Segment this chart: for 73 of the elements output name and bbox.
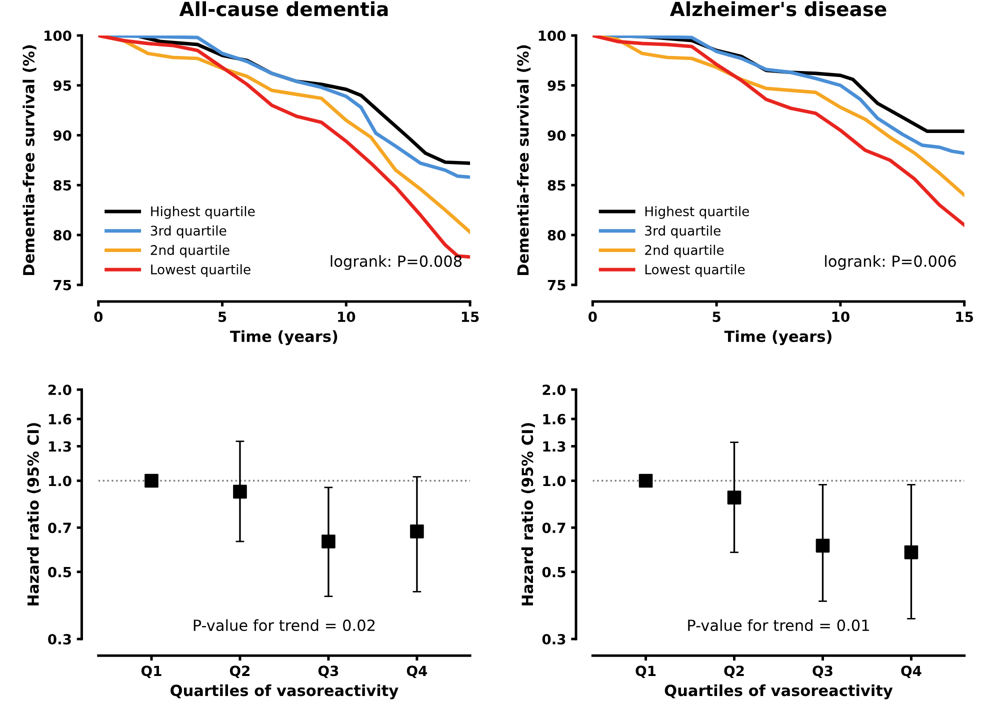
x-tick-label: Q3 — [812, 666, 832, 678]
x-axis-title: Time (years) — [230, 330, 338, 346]
y-axis-title: Hazard ratio (95% CI) — [27, 423, 41, 606]
x-tick-label: 0 — [588, 312, 597, 322]
legend-label: Lowest quartile — [151, 264, 250, 277]
legend-label: 2nd quartile — [645, 244, 724, 258]
y-axis-title: Hazard ratio (95% CI) — [521, 423, 535, 606]
y-tick-label: 0.7 — [542, 522, 566, 534]
x-tick-label: Q1 — [141, 666, 162, 678]
y-tick-label: 85 — [54, 180, 72, 191]
y-tick-label: 85 — [548, 180, 566, 191]
x-tick-label: Q4 — [901, 666, 922, 678]
legend-label: Lowest quartile — [645, 264, 745, 277]
x-tick-label: 5 — [712, 312, 720, 322]
x-tick-label: 10 — [832, 312, 850, 322]
y-tick-label: 75 — [548, 280, 566, 290]
y-tick-label: 1.0 — [48, 476, 72, 486]
legend-label: Highest quartile — [151, 206, 255, 219]
x-tick-label: 5 — [218, 312, 226, 322]
x-tick-label: Q3 — [318, 666, 338, 678]
point — [816, 538, 830, 553]
point — [144, 474, 158, 488]
y-axis-title: Dementia-free survival (%) — [22, 45, 36, 275]
x-tick-label: Q1 — [636, 666, 656, 678]
y-tick-label: 80 — [54, 230, 72, 240]
y-tick-label: 1.6 — [543, 414, 566, 424]
x-tick-label: Q2 — [230, 666, 250, 678]
chart-title: Alzheimer's disease — [670, 1, 886, 16]
y-tick-label: 100 — [538, 30, 566, 41]
x-tick-label: 0 — [94, 312, 103, 322]
annotation: logrank: P=0.006 — [825, 255, 956, 270]
line-series — [592, 36, 964, 227]
y-tick-label: 80 — [548, 230, 566, 240]
y-tick-label: 90 — [53, 130, 72, 141]
y-tick-label: 1.0 — [543, 476, 566, 486]
x-axis-title: Quartiles of vasoreactivity — [170, 684, 398, 700]
y-tick-label: 1.3 — [48, 441, 71, 452]
x-tick-label: 15 — [462, 312, 479, 322]
x-tick-label: Q4 — [406, 666, 428, 678]
y-tick-label: 2.0 — [48, 384, 72, 396]
y-axis-title: Dementia-free survival (%) — [516, 45, 531, 275]
y-tick-label: 1.3 — [543, 441, 566, 452]
y-tick-label: 95 — [548, 80, 566, 91]
y-tick-label: 0.5 — [542, 566, 566, 578]
x-axis-title: Quartiles of vasoreactivity — [664, 684, 893, 700]
y-tick-label: 100 — [44, 30, 72, 41]
legend-label: Highest quartile — [645, 206, 749, 219]
legend-label: 2nd quartile — [150, 244, 230, 258]
y-tick-label: 90 — [548, 130, 566, 141]
y-tick-label: 1.6 — [48, 414, 72, 424]
y-tick-label: 0.3 — [542, 634, 566, 644]
legend-label: 3rd quartile — [645, 225, 720, 238]
y-tick-label: 0.5 — [48, 566, 72, 578]
y-tick-label: 75 — [54, 280, 72, 290]
annotation: P-value for trend = 0.01 — [688, 619, 869, 632]
y-tick-label: 0.7 — [48, 522, 71, 534]
point — [904, 545, 918, 560]
x-axis-title: Time (years) — [724, 330, 832, 346]
point — [727, 490, 742, 504]
chart-title: All-cause dementia — [179, 1, 388, 16]
point — [233, 484, 247, 499]
y-tick-label: 2.0 — [542, 384, 566, 396]
y-tick-label: 0.3 — [48, 634, 71, 644]
x-tick-label: 15 — [956, 312, 974, 322]
point — [410, 524, 424, 538]
point — [638, 474, 653, 488]
annotation: P-value for trend = 0.02 — [194, 619, 375, 632]
x-tick-label: Q2 — [724, 666, 744, 678]
point — [322, 534, 336, 548]
y-tick-label: 95 — [53, 80, 72, 91]
legend-label: 3rd quartile — [150, 225, 226, 238]
annotation: logrank: P=0.008 — [330, 255, 462, 270]
x-tick-label: 10 — [338, 312, 356, 322]
